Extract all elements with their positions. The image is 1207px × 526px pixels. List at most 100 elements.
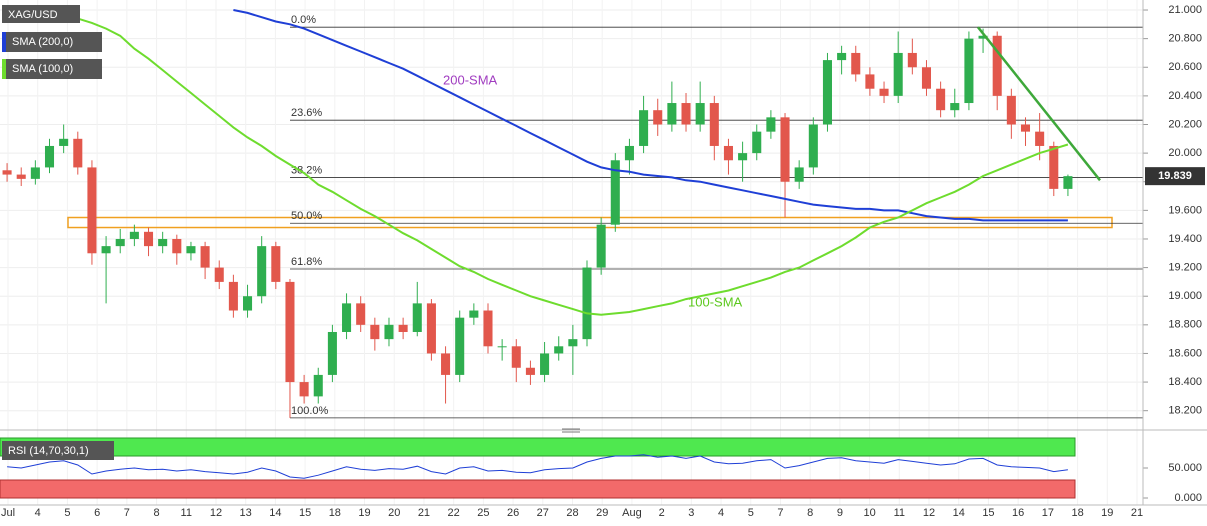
fib-label: 0.0% bbox=[291, 14, 316, 26]
trendline bbox=[977, 26, 1101, 182]
y-tick-label: 18.800 bbox=[1168, 319, 1202, 331]
x-tick-label: 13 bbox=[240, 507, 252, 519]
legend-box bbox=[2, 441, 114, 460]
x-tick-label: 16 bbox=[1012, 507, 1024, 519]
candle-body bbox=[285, 281, 295, 383]
y-tick-label: 50.000 bbox=[1168, 462, 1202, 474]
candle-body bbox=[2, 170, 12, 175]
y-tick-label: 0.000 bbox=[1174, 492, 1202, 504]
legend-swatch bbox=[2, 32, 6, 52]
x-tick-label: 12 bbox=[210, 507, 222, 519]
candle-body bbox=[441, 353, 451, 375]
x-tick-label: Aug bbox=[622, 507, 642, 519]
candle-body bbox=[568, 339, 578, 347]
candle-body bbox=[653, 110, 663, 125]
candle-body bbox=[158, 238, 168, 247]
candle-body bbox=[794, 167, 804, 182]
candle-body bbox=[469, 310, 479, 318]
candle-body bbox=[554, 346, 564, 354]
candle-body bbox=[115, 238, 125, 247]
candle-body bbox=[879, 88, 889, 96]
candle-body bbox=[978, 35, 988, 39]
candle-body bbox=[681, 103, 691, 125]
x-tick-label: 7 bbox=[124, 507, 130, 519]
candle-body bbox=[243, 296, 253, 311]
candle-body bbox=[752, 131, 762, 154]
x-tick-label: 5 bbox=[64, 507, 70, 519]
x-tick-label: 6 bbox=[94, 507, 100, 519]
candle-body bbox=[936, 88, 946, 111]
x-tick-label: 9 bbox=[837, 507, 843, 519]
candle-body bbox=[738, 153, 748, 161]
x-tick-label: 12 bbox=[923, 507, 935, 519]
candle-body bbox=[143, 231, 154, 247]
x-tick-label: 27 bbox=[537, 507, 549, 519]
candle-body bbox=[822, 60, 832, 125]
price-tag-label: 19.839 bbox=[1158, 170, 1192, 182]
candle-body bbox=[596, 224, 606, 268]
x-tick-label: 18 bbox=[1071, 507, 1083, 519]
fib-label: 38.2% bbox=[291, 164, 322, 176]
y-tick-label: 20.000 bbox=[1168, 147, 1202, 159]
candle-body bbox=[950, 103, 960, 111]
candle-body bbox=[1020, 124, 1031, 132]
candle-body bbox=[412, 303, 422, 332]
candle-body bbox=[313, 374, 323, 397]
candle-body bbox=[709, 103, 719, 146]
x-tick-label: 14 bbox=[953, 507, 965, 519]
series-label: 100-SMA bbox=[688, 294, 743, 309]
legend-box bbox=[2, 32, 102, 52]
candle-body bbox=[525, 367, 535, 375]
candle-body bbox=[1063, 176, 1073, 189]
x-tick-label: 28 bbox=[566, 507, 578, 519]
candle-body bbox=[1006, 95, 1016, 125]
legend-box bbox=[2, 59, 102, 79]
candle-body bbox=[865, 74, 875, 89]
candle-body bbox=[327, 331, 337, 375]
candle-body bbox=[1049, 145, 1059, 189]
x-tick-label: 4 bbox=[35, 507, 41, 519]
legend-entry: SMA (200,0) bbox=[12, 36, 73, 48]
candle-body bbox=[851, 52, 861, 75]
candle-body bbox=[299, 382, 309, 397]
x-tick-label: 8 bbox=[807, 507, 813, 519]
candle-body bbox=[16, 174, 26, 179]
y-tick-label: 19.000 bbox=[1168, 290, 1202, 302]
candle-body bbox=[129, 231, 139, 239]
y-tick-label: 18.400 bbox=[1168, 376, 1202, 388]
sma-line bbox=[233, 9, 1068, 222]
y-tick-label: 20.200 bbox=[1168, 118, 1202, 130]
candle-body bbox=[497, 346, 507, 348]
legend: XAG/USD SMA (200,0) SMA (100,0) RSI (14,… bbox=[2, 5, 114, 460]
candle-body bbox=[624, 145, 634, 161]
candle-body bbox=[639, 110, 649, 146]
candle-body bbox=[455, 317, 465, 375]
y-tick-label: 18.200 bbox=[1168, 405, 1202, 417]
candle-body bbox=[257, 246, 267, 297]
rsi-line bbox=[7, 454, 1068, 479]
legend-title: XAG/USD bbox=[8, 9, 58, 21]
x-tick-label: 29 bbox=[596, 507, 608, 519]
candle-body bbox=[540, 353, 550, 375]
candle-body bbox=[426, 303, 436, 354]
x-tick-label: 21 bbox=[1131, 507, 1143, 519]
x-tick-label: 11 bbox=[894, 507, 905, 519]
candle-body bbox=[342, 303, 352, 332]
x-tick-label: 14 bbox=[269, 507, 281, 519]
x-tick-label: 8 bbox=[153, 507, 159, 519]
y-tick-label: 18.600 bbox=[1168, 347, 1202, 359]
fib-label: 61.8% bbox=[291, 256, 322, 268]
oversold-zone bbox=[0, 479, 1076, 499]
legend-entry: SMA (100,0) bbox=[12, 63, 73, 75]
candle-body bbox=[398, 324, 408, 332]
x-tick-label: 22 bbox=[448, 507, 460, 519]
x-tick-label: 25 bbox=[477, 507, 489, 519]
x-tick-label: 5 bbox=[748, 507, 754, 519]
candle-body bbox=[483, 310, 493, 347]
x-tick-label: 19 bbox=[1101, 507, 1113, 519]
candle-body bbox=[921, 67, 932, 89]
candle-body bbox=[172, 238, 182, 254]
candle-body bbox=[766, 117, 776, 132]
x-tick-label: 26 bbox=[507, 507, 519, 519]
candle-body bbox=[101, 246, 111, 254]
